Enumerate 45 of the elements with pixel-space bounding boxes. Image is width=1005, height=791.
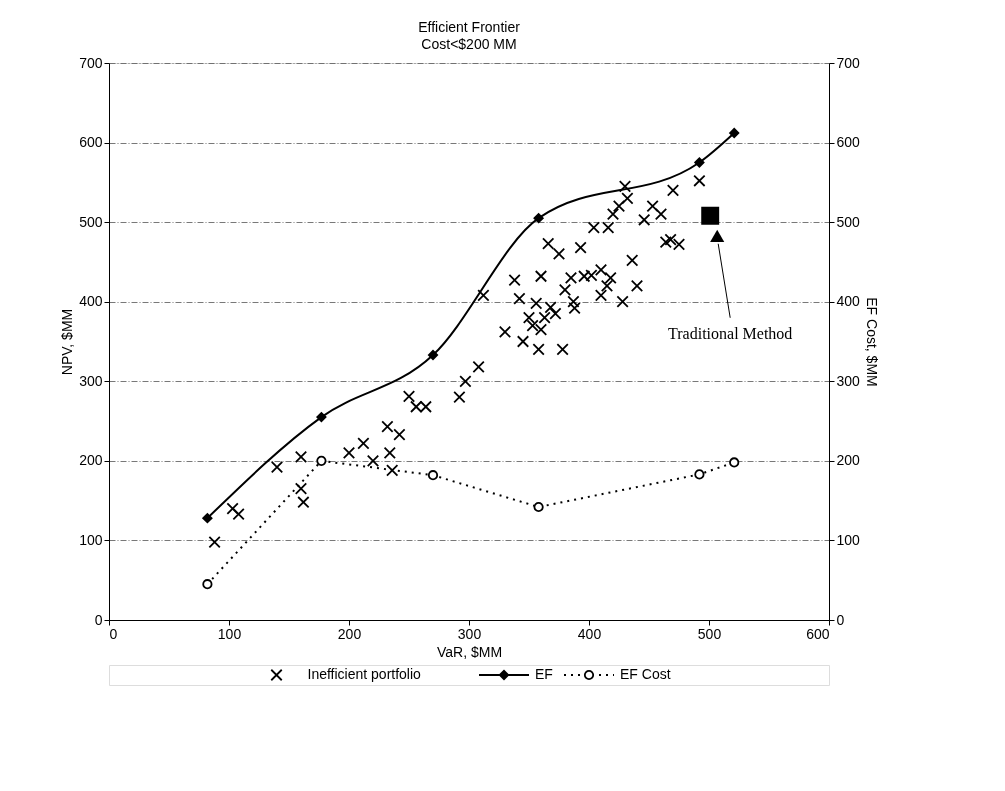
legend-label: EF — [535, 666, 553, 682]
legend-label: EF Cost — [620, 666, 671, 682]
y-tick-label: 400 — [79, 293, 103, 310]
point — [729, 127, 740, 139]
y-tick-label: 700 — [79, 54, 103, 71]
point — [729, 457, 740, 468]
y2-tick-label: 700 — [836, 54, 861, 71]
y2-tick-label: 500 — [836, 213, 861, 230]
y-tick-label: 600 — [79, 134, 103, 151]
x-axis-title: VaR, $MM — [436, 643, 503, 660]
point — [533, 213, 544, 224]
point — [694, 469, 705, 480]
point — [202, 579, 213, 590]
chart-subtitle: Cost<$200 MM — [421, 35, 517, 52]
y-tick-label: 0 — [94, 611, 103, 628]
chart-title: Efficient Frontier — [418, 18, 521, 35]
x-tick-label: 400 — [577, 625, 602, 642]
y2-tick-label: 300 — [836, 372, 861, 389]
y-tick-label: 200 — [79, 452, 103, 469]
legend-label: Inefficient portfolio — [307, 666, 422, 682]
point — [701, 206, 720, 225]
point — [316, 455, 327, 466]
point — [427, 470, 439, 481]
x-tick-label: 600 — [806, 625, 830, 642]
y2-tick-label: 0 — [836, 611, 845, 628]
point — [427, 349, 439, 361]
y-tick-label: 100 — [79, 531, 103, 548]
point — [533, 501, 544, 513]
x-tick-label: 200 — [337, 625, 362, 642]
y2-tick-label: 200 — [836, 452, 861, 469]
y2-tick-label: 400 — [836, 293, 861, 310]
x-tick-label: 500 — [697, 625, 722, 642]
point — [316, 412, 327, 423]
y-axis-title: NPV, $MM — [59, 308, 76, 376]
point — [202, 513, 213, 524]
y2-axis-title: EF Cost, $MM — [863, 297, 880, 387]
y-tick-label: 500 — [79, 213, 103, 230]
x-tick-label: 300 — [457, 625, 482, 642]
point — [694, 157, 705, 168]
y2-tick-label: 100 — [836, 531, 861, 548]
x-tick-label: 100 — [217, 625, 242, 642]
y-tick-label: 300 — [79, 372, 103, 389]
annotation: Traditional Method — [668, 324, 793, 342]
y2-tick-label: 600 — [836, 134, 861, 151]
x-tick-label: 0 — [109, 625, 118, 642]
